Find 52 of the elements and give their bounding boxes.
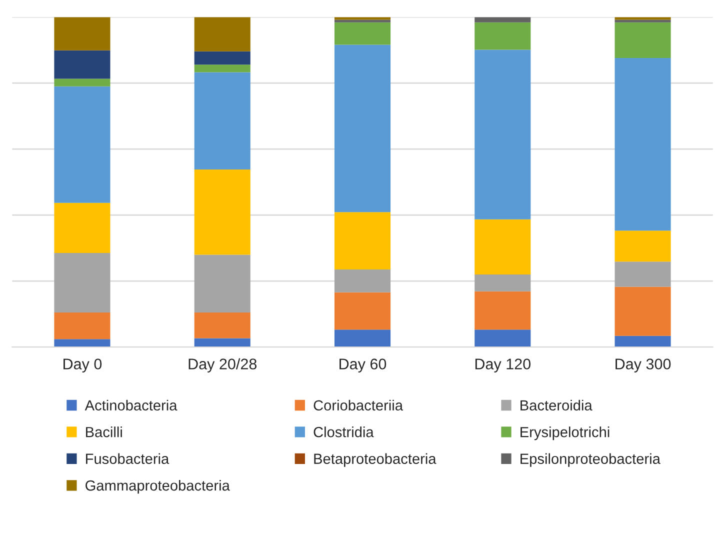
bar xyxy=(614,58,671,231)
bar xyxy=(54,253,110,312)
bar xyxy=(54,78,110,86)
bar xyxy=(194,72,250,170)
bar xyxy=(54,86,110,203)
bar xyxy=(614,230,671,262)
bar xyxy=(194,51,250,65)
bar xyxy=(474,291,531,330)
legend-label: Fusobacteria xyxy=(86,453,170,464)
x-tick-label: Day 0 xyxy=(64,358,102,372)
bar xyxy=(54,17,110,50)
bar xyxy=(614,20,671,22)
legend-label: Bacteroidia xyxy=(520,400,592,411)
bar xyxy=(194,312,250,338)
legend-label: Betaproteobacteria xyxy=(314,453,436,467)
x-tick-label: Day 300 xyxy=(616,358,671,372)
bar xyxy=(54,202,110,254)
bar xyxy=(334,20,391,22)
bar xyxy=(474,274,531,292)
bar xyxy=(474,22,531,50)
bar xyxy=(334,22,391,45)
legend-label: Erysipelotrichi xyxy=(520,426,610,440)
bar xyxy=(194,170,250,255)
bar xyxy=(614,336,671,348)
x-tick-label: Day 20/28 xyxy=(188,358,257,372)
x-tick-label: Day 120 xyxy=(475,358,530,372)
bar xyxy=(614,262,671,287)
legend-label: Actinobacteria xyxy=(84,400,178,411)
legend-label: Clostridia xyxy=(314,426,374,438)
bar xyxy=(54,50,110,79)
legend-label: Gammaproteobacteria xyxy=(86,480,230,494)
bar xyxy=(334,270,391,292)
legend-label: Epsilonproteobacteria xyxy=(520,453,660,467)
legend-label: Coriobacteriia xyxy=(314,400,403,411)
bar xyxy=(474,17,531,22)
bar xyxy=(474,50,531,220)
bar xyxy=(334,330,391,348)
bar xyxy=(194,338,250,348)
bar xyxy=(334,212,391,270)
bar xyxy=(334,292,391,330)
bar xyxy=(614,286,671,336)
bar xyxy=(474,330,531,348)
bar xyxy=(54,312,110,340)
bar xyxy=(614,22,671,58)
x-tick-label: Day 60 xyxy=(340,358,386,372)
bar xyxy=(194,64,250,72)
bar xyxy=(194,17,250,52)
bar xyxy=(194,254,250,312)
bar xyxy=(474,219,531,274)
bar xyxy=(54,339,110,348)
legend-label: Bacilli xyxy=(86,426,122,438)
bar xyxy=(334,44,391,212)
